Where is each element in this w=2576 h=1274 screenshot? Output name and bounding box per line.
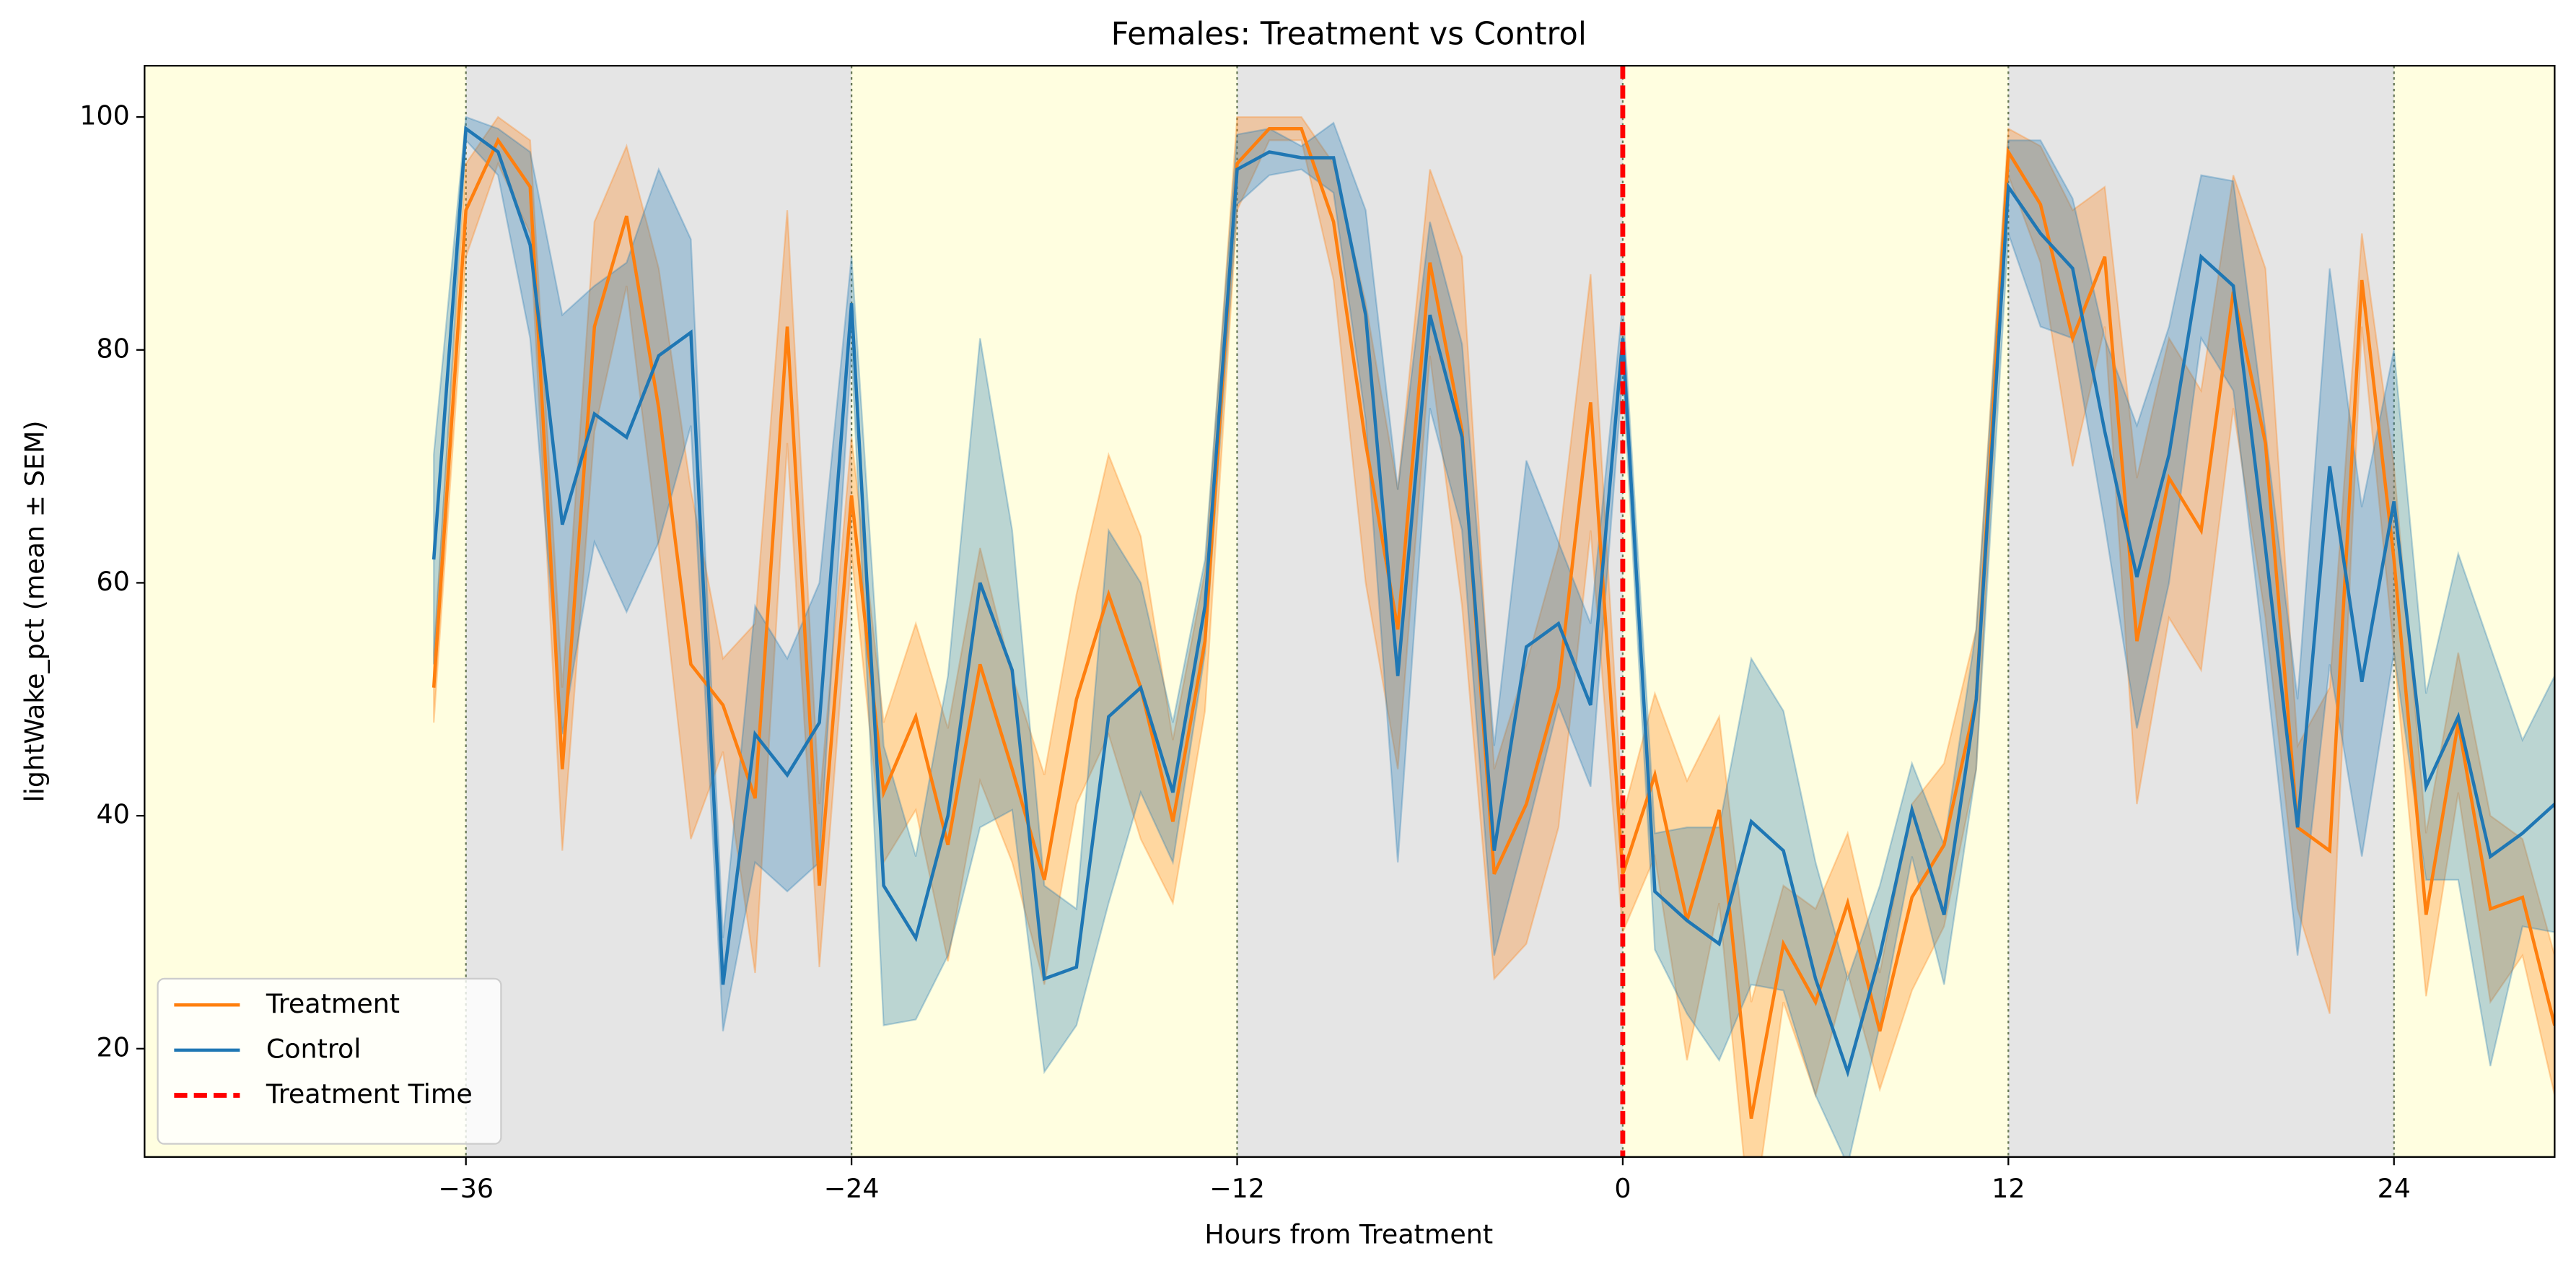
sem-band	[433, 115, 2555, 1157]
x-tick-label: −12	[1209, 1173, 1265, 1204]
y-tick-label: 60	[97, 566, 130, 597]
x-tick-label: 0	[1614, 1173, 1631, 1204]
phase-band	[144, 66, 466, 1157]
x-tick-label: −24	[824, 1173, 880, 1204]
y-tick-label: 80	[97, 333, 130, 364]
x-axis-label: Hours from Treatment	[1204, 1219, 1493, 1250]
y-axis-label: lightWake_pct (mean ± SEM)	[19, 421, 51, 803]
legend-label: Treatment	[266, 988, 400, 1019]
legend-label: Treatment Time	[266, 1078, 473, 1109]
legend-box	[157, 977, 502, 1145]
sem-band	[433, 115, 2555, 1157]
y-tick-label: 40	[97, 799, 130, 830]
series-line	[431, 126, 2555, 1120]
legend: Treatment Control Treatment Time	[157, 977, 502, 1145]
plot-frame	[144, 64, 2556, 1159]
series-line	[431, 125, 2555, 1078]
phase-band	[2008, 66, 2394, 1157]
x-tick-label: −36	[438, 1173, 494, 1204]
legend-label: Control	[266, 1033, 362, 1064]
phase-band	[1237, 66, 1623, 1157]
plot-area	[144, 64, 2556, 1159]
y-tick-label: 100	[79, 100, 130, 131]
y-tick-label: 20	[97, 1031, 130, 1063]
phase-band	[2393, 66, 2555, 1157]
chart-title: Females: Treatment vs Control	[1111, 17, 1587, 53]
x-tick-label: 12	[1992, 1173, 2025, 1204]
x-tick-label: 24	[2378, 1173, 2411, 1204]
series-layer	[431, 115, 2555, 1157]
